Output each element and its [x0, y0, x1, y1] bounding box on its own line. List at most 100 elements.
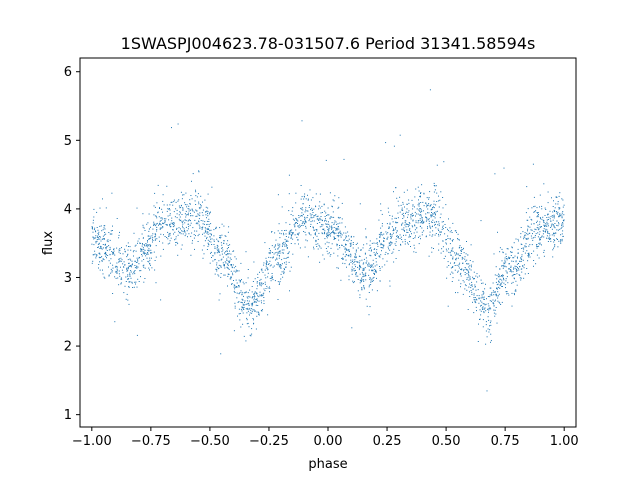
- data-point: [561, 217, 563, 219]
- data-point: [324, 232, 326, 234]
- data-point: [241, 279, 242, 281]
- data-point: [548, 233, 550, 234]
- data-point: [460, 247, 462, 249]
- data-point: [503, 277, 504, 279]
- data-point: [95, 241, 97, 243]
- data-point: [501, 248, 503, 250]
- data-point: [541, 244, 542, 246]
- data-point: [402, 203, 404, 205]
- data-point: [297, 233, 299, 235]
- data-point: [359, 282, 361, 284]
- data-point: [546, 223, 548, 225]
- data-point: [493, 253, 495, 255]
- data-point: [94, 237, 96, 239]
- data-point: [327, 226, 328, 228]
- data-point: [441, 221, 443, 223]
- data-point: [418, 205, 420, 207]
- data-point: [408, 222, 410, 223]
- data-point: [532, 239, 534, 241]
- data-point: [341, 234, 343, 236]
- data-point: [153, 224, 155, 226]
- data-point: [408, 199, 410, 201]
- data-point: [507, 257, 509, 259]
- data-point: [214, 252, 216, 254]
- data-point: [431, 208, 433, 210]
- data-point: [429, 234, 431, 236]
- data-point: [425, 216, 427, 218]
- data-point: [473, 293, 475, 295]
- data-point: [521, 256, 523, 258]
- data-point: [533, 223, 535, 224]
- data-point: [320, 216, 322, 217]
- data-point: [502, 251, 504, 253]
- data-point: [527, 260, 529, 262]
- data-point: [385, 231, 387, 233]
- data-point: [500, 304, 502, 305]
- data-point: [119, 258, 120, 260]
- data-point: [371, 278, 373, 280]
- data-point: [553, 225, 555, 227]
- data-point: [504, 257, 506, 259]
- data-point: [175, 238, 177, 240]
- data-point: [285, 229, 287, 231]
- data-point: [469, 276, 471, 278]
- data-point: [428, 220, 430, 222]
- data-point: [366, 305, 368, 307]
- data-point: [182, 221, 183, 223]
- data-point: [449, 231, 451, 233]
- data-point: [332, 231, 334, 233]
- data-point: [211, 244, 213, 245]
- data-point: [547, 237, 549, 239]
- data-point: [438, 195, 439, 197]
- data-point: [95, 235, 97, 237]
- data-point: [162, 226, 164, 228]
- data-point: [207, 231, 209, 233]
- data-point: [147, 244, 149, 246]
- data-point: [136, 334, 138, 336]
- data-point: [543, 249, 545, 251]
- data-point: [149, 228, 150, 230]
- data-point: [246, 300, 248, 302]
- data-point: [222, 249, 224, 251]
- data-point: [206, 249, 208, 250]
- data-point: [315, 239, 317, 241]
- data-point: [412, 220, 414, 222]
- data-point: [251, 291, 253, 293]
- data-point: [306, 240, 308, 242]
- data-point: [134, 245, 136, 247]
- data-point: [517, 252, 519, 254]
- data-point: [97, 235, 99, 237]
- data-point: [110, 233, 112, 235]
- data-point: [235, 258, 237, 260]
- data-point: [191, 198, 193, 200]
- data-point: [150, 226, 151, 228]
- data-point: [379, 236, 381, 238]
- data-point: [451, 240, 453, 241]
- data-point: [331, 227, 333, 229]
- data-point: [461, 256, 463, 258]
- data-point: [474, 299, 476, 301]
- data-point: [354, 281, 355, 283]
- data-point: [341, 258, 343, 259]
- data-point: [257, 285, 258, 287]
- data-point: [220, 236, 222, 238]
- data-point: [101, 260, 103, 261]
- data-point: [208, 228, 210, 230]
- data-point: [348, 279, 350, 281]
- data-point: [280, 273, 282, 275]
- data-point: [92, 222, 94, 224]
- data-point: [121, 269, 123, 271]
- data-point: [190, 215, 192, 217]
- data-point: [149, 244, 151, 246]
- data-point: [194, 200, 196, 202]
- data-point: [165, 224, 167, 225]
- data-point: [271, 245, 273, 247]
- data-point: [546, 219, 548, 221]
- data-point: [316, 235, 318, 237]
- data-point: [331, 205, 333, 207]
- data-point: [482, 291, 484, 293]
- data-point: [246, 323, 248, 325]
- data-point: [100, 247, 102, 249]
- data-point: [198, 224, 200, 226]
- data-point: [539, 239, 541, 241]
